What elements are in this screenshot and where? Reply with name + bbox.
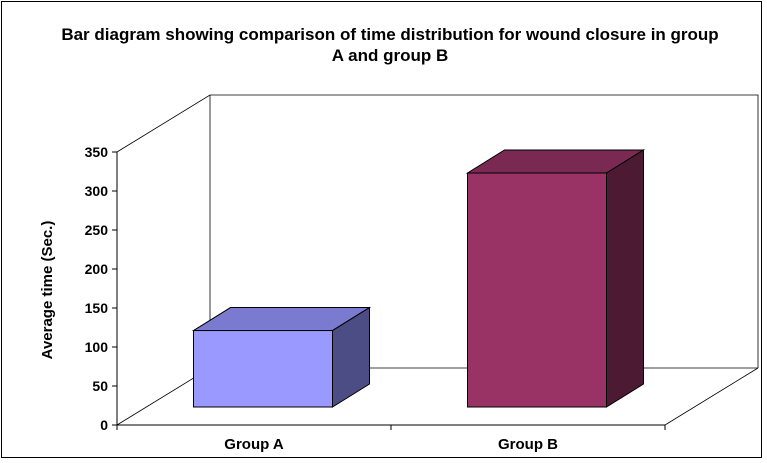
y-tick-label: 100 [85, 339, 109, 355]
y-tick-label: 300 [85, 183, 109, 199]
y-tick-label: 50 [92, 378, 108, 394]
y-tick-label: 0 [100, 417, 108, 433]
y-tick-label: 250 [85, 222, 109, 238]
chart-bars [191, 149, 646, 408]
y-tick-label: 200 [85, 261, 109, 277]
floor-right-edge [664, 367, 759, 426]
bar-group-a [191, 306, 372, 408]
y-tick-label: 350 [85, 144, 109, 160]
y-tick-label: 150 [85, 300, 109, 316]
bar-front-face [467, 172, 607, 408]
bar-front-face [193, 330, 333, 408]
x-tick-label: Group B [498, 436, 558, 453]
chart-title: Bar diagram showing comparison of time d… [61, 25, 719, 65]
y-axis-label: Average time (Sec.) [39, 221, 56, 360]
back-wall-edge [116, 94, 759, 368]
bar-side-face [606, 149, 644, 408]
bar-group-b [465, 149, 646, 408]
chart-axes: 0 50 100 150 200 250 300 350 Group A Group B [85, 144, 666, 453]
x-tick-label: Group A [224, 436, 284, 453]
